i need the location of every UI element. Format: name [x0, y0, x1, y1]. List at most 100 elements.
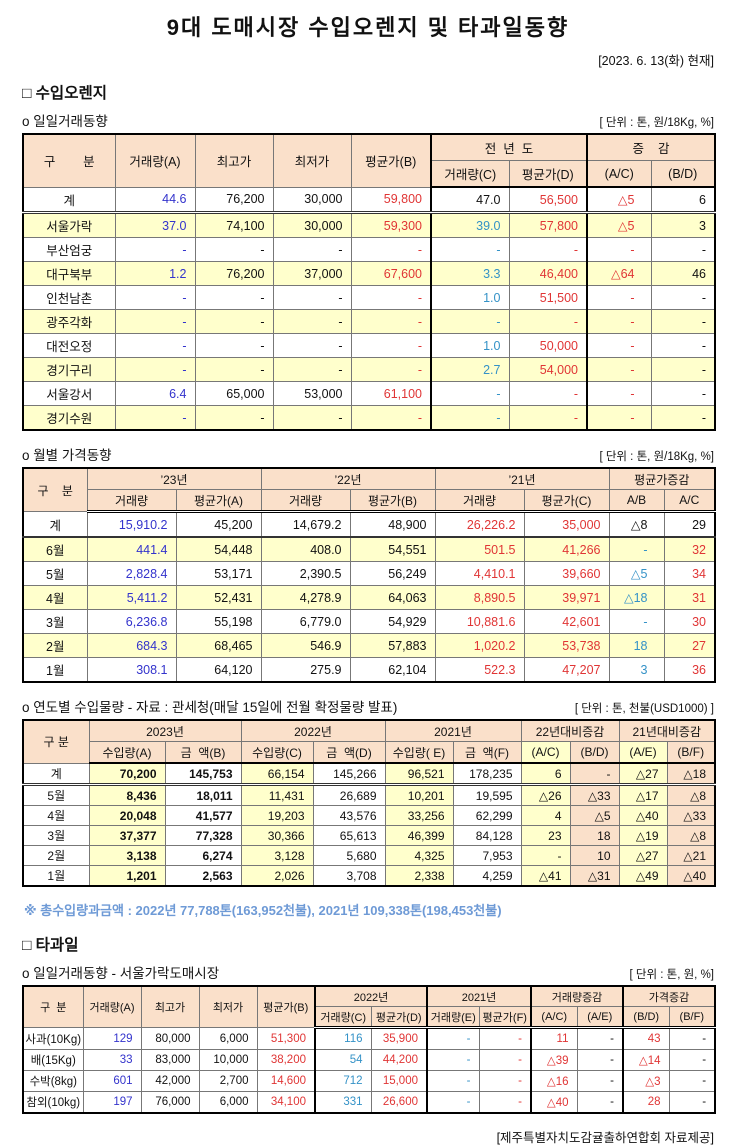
data-cell: 43 [622, 1027, 670, 1050]
data-cell: △16 [530, 1070, 578, 1092]
data-cell: 3,708 [312, 865, 386, 887]
data-cell: - [478, 1070, 532, 1092]
data-cell: 46,400 [508, 261, 588, 286]
table-row: 서울가락 37.0 74,100 30,000 59,300 39.0 57,800 △5 3 [22, 212, 716, 238]
data-cell: - [194, 237, 274, 262]
data-cell: 96,521 [384, 762, 454, 786]
data-cell: △8 [666, 784, 716, 806]
data-cell: △8 [666, 825, 716, 846]
row-label: 계 [22, 511, 88, 538]
data-cell: - [272, 405, 352, 431]
data-cell: 54,448 [175, 536, 262, 562]
data-cell: 712 [314, 1070, 372, 1092]
data-cell: 6,000 [198, 1027, 258, 1050]
data-cell: 3.3 [430, 261, 510, 286]
data-cell: 1.0 [430, 333, 510, 358]
row-label: 6월 [22, 536, 88, 562]
data-cell: 76,200 [194, 261, 274, 286]
data-cell: 30,000 [272, 186, 352, 214]
data-cell: 18 [569, 825, 620, 846]
fruits-daily-unit: [ 단위 : 톤, 원, %] [629, 969, 715, 981]
row-label: 계 [22, 186, 116, 214]
data-cell: - [508, 309, 588, 334]
column-header: 증 감 [586, 133, 716, 161]
data-cell: 56,500 [508, 186, 588, 214]
data-cell: 11 [530, 1027, 578, 1050]
data-cell: 408.0 [260, 536, 351, 562]
data-cell: - [272, 309, 352, 334]
data-cell: 59,300 [350, 212, 432, 238]
data-cell: 50,000 [508, 333, 588, 358]
data-cell: 7,953 [452, 845, 522, 866]
data-cell: 51,300 [256, 1027, 316, 1050]
column-header: ’22년 [260, 467, 436, 490]
data-cell: 11,431 [240, 784, 314, 806]
column-header: (B/F) [668, 1006, 716, 1029]
data-cell: - [520, 845, 571, 866]
column-header: 거래량(A) [114, 133, 196, 188]
data-cell: 52,431 [175, 585, 262, 610]
data-cell: - [350, 405, 432, 431]
column-header: 수입량(A) [88, 741, 166, 764]
data-cell: - [650, 309, 716, 334]
data-cell: 26,600 [370, 1091, 428, 1114]
yearly-import-unit: [ 단위 : 톤, 천불(USD1000) ] [574, 703, 714, 715]
data-cell: 15,910.2 [86, 511, 177, 538]
data-cell: 10,000 [198, 1049, 258, 1071]
data-cell: △33 [666, 805, 716, 826]
yearly-import-subheading-row: o 연도별 수입물량 - 자료 : 관세청(매달 15일에 전월 확정물량 발표… [22, 696, 714, 716]
column-header: 거래량(A) [82, 985, 142, 1028]
section-heading-imported-orange: □ 수입오렌지 [22, 85, 107, 102]
data-cell: 53,000 [272, 381, 352, 406]
data-cell: - [576, 1091, 624, 1114]
data-cell: 19,203 [240, 805, 314, 826]
data-cell: △27 [618, 762, 668, 786]
data-cell: - [194, 357, 274, 382]
monthly-price-table: 구 분 ’23년 ’22년 ’21년 평균가증감 거래량 평균가(A) 거래량 평균가(B) 거래… [22, 467, 717, 683]
data-cell: △8 [608, 511, 665, 538]
data-cell: - [194, 333, 274, 358]
data-cell: - [478, 1091, 532, 1114]
data-cell: 26,689 [312, 784, 386, 806]
data-cell: 62,104 [349, 657, 436, 683]
other-fruits-table-container: 구 분 거래량(A) 최고가 최저가 평균가(B) 2022년 2021년 거래량증감 가격증감… [22, 985, 717, 1114]
table-row: 2월 684.3 68,465 546.9 57,883 1,020.2 53,738 18 2… [22, 633, 716, 658]
data-cell: - [586, 237, 652, 262]
column-header: A/B [608, 489, 665, 513]
column-header: (A/C) [520, 741, 571, 764]
column-header: 금 액(F) [452, 741, 522, 764]
data-cell: 74,100 [194, 212, 274, 238]
data-cell: - [430, 309, 510, 334]
data-cell: 70,200 [88, 762, 166, 786]
row-label: 경기수원 [22, 405, 116, 431]
column-header: 거래량(E) [426, 1006, 480, 1029]
data-cell: 6,236.8 [86, 609, 177, 634]
column-header: 평균가(D) [370, 1006, 428, 1029]
fruits-daily-subheading-row: o 일일거래동향 - 서울가락도매시장 [ 단위 : 톤, 원, %] [22, 962, 714, 982]
data-cell: △5 [586, 186, 652, 214]
data-cell: 53,738 [523, 633, 610, 658]
data-cell: - [668, 1027, 716, 1050]
data-cell: △26 [520, 784, 571, 806]
data-cell: 47,207 [523, 657, 610, 683]
row-label: 대구북부 [22, 261, 116, 286]
data-cell: 77,328 [164, 825, 242, 846]
column-header: 평균가(D) [508, 160, 588, 188]
data-cell: - [608, 609, 665, 634]
data-cell: - [650, 357, 716, 382]
data-cell: 331 [314, 1091, 372, 1114]
column-header: 구 분 [22, 133, 116, 188]
column-header: 평균가(B) [256, 985, 316, 1028]
monthly-price-subheading-row: o 월별 가격동향 [ 단위 : 톤, 원/18Kg, %] [22, 444, 714, 464]
data-cell: - [272, 333, 352, 358]
column-header: 평균가(B) [350, 133, 432, 188]
data-cell: △5 [569, 805, 620, 826]
data-cell: 51,500 [508, 285, 588, 310]
data-cell: △40 [618, 805, 668, 826]
data-cell: - [576, 1070, 624, 1092]
data-cell: △40 [530, 1091, 578, 1114]
column-header: 금 액(B) [164, 741, 242, 764]
data-cell: - [508, 381, 588, 406]
data-cell: 26,226.2 [434, 511, 525, 538]
